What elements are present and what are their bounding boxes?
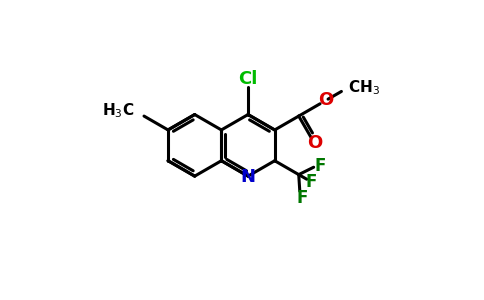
Text: F: F <box>297 188 308 206</box>
Text: CH$_3$: CH$_3$ <box>348 78 380 97</box>
Text: N: N <box>241 168 256 186</box>
Text: F: F <box>306 173 317 191</box>
Text: H$_3$C: H$_3$C <box>102 101 135 120</box>
Text: O: O <box>307 134 322 152</box>
Text: Cl: Cl <box>238 70 258 88</box>
Text: O: O <box>318 91 333 109</box>
Text: F: F <box>315 157 326 175</box>
